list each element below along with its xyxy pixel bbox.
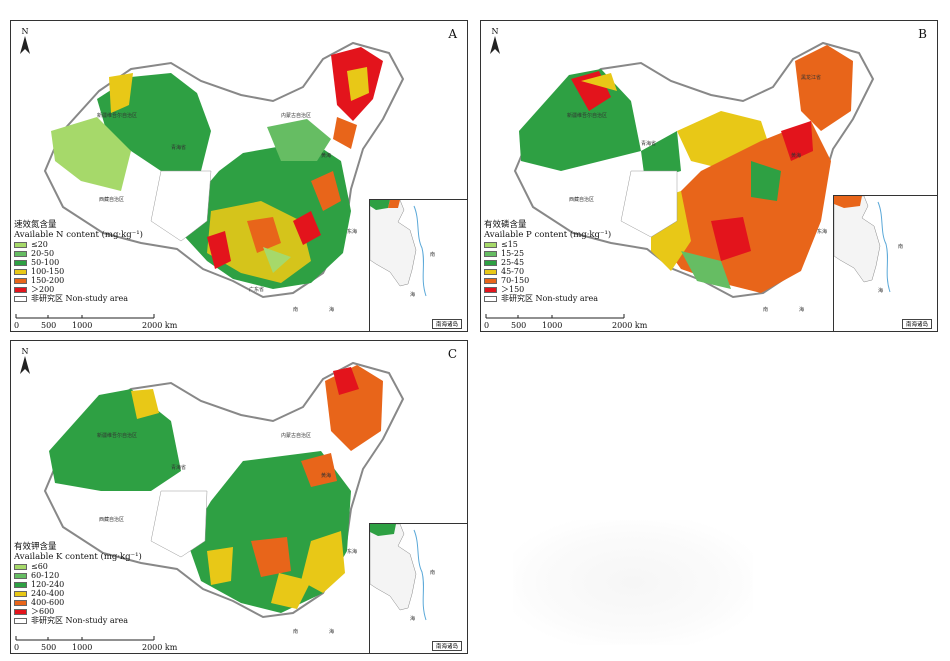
sea-label-yellow: 黄海 [321, 152, 331, 159]
legend-item: 150-200 [14, 276, 143, 285]
svg-text:青海省: 青海省 [641, 140, 656, 147]
legend-item: 非研究区 Non-study area [14, 294, 143, 303]
sea-label-south-2: 海 [329, 306, 334, 313]
map-panel-b: 新疆维吾尔自治区 青海省 西藏自治区 黑龙江省 黄海 东海 南 海 N B 有效… [480, 20, 938, 332]
legend-item: 20-50 [14, 249, 143, 258]
legend-item: ≤20 [14, 240, 143, 249]
svg-text:内蒙古自治区: 内蒙古自治区 [281, 432, 311, 439]
svg-text:海: 海 [329, 628, 334, 635]
svg-text:南: 南 [898, 243, 903, 250]
legend-item: 45-70 [484, 267, 611, 276]
svg-text:广东省: 广东省 [249, 286, 264, 293]
scale-bar: 0 500 1000 2000 km [14, 312, 184, 330]
china-map-c: 新疆维吾尔自治区 青海省 西藏自治区 内蒙古自治区 黄海 东海 南 海 [43, 361, 405, 635]
legend-a: 速效氮含量 Available N content (mg·kg⁻¹) ≤20 … [14, 221, 143, 303]
svg-text:黄海: 黄海 [791, 152, 801, 159]
inset-caption: 南海诸岛 [431, 641, 462, 651]
china-map-a: 新疆维吾尔自治区 青海省 西藏自治区 内蒙古自治区 广东省 黄海 东海 南 海 [43, 41, 405, 313]
legend-item: 120-240 [14, 580, 142, 589]
svg-text:黑龙江省: 黑龙江省 [801, 74, 821, 81]
svg-text:西藏自治区: 西藏自治区 [569, 196, 594, 203]
empty-area [513, 520, 753, 645]
legend-item: ＞600 [14, 607, 142, 616]
south-china-sea-inset: 南海 南海诸岛 [833, 195, 937, 331]
svg-text:海: 海 [799, 306, 804, 313]
svg-text:新疆维吾尔自治区: 新疆维吾尔自治区 [97, 112, 137, 119]
north-arrow-icon: N [487, 27, 503, 56]
legend-title-cn: 有效磷含量 [484, 220, 527, 230]
legend-item: ≤60 [14, 562, 142, 571]
legend-item: 25-45 [484, 258, 611, 267]
legend-item: 100-150 [14, 267, 143, 276]
china-map-b: 新疆维吾尔自治区 青海省 西藏自治区 黑龙江省 黄海 东海 南 海 [513, 41, 875, 313]
svg-text:黄海: 黄海 [321, 472, 331, 479]
svg-text:西藏自治区: 西藏自治区 [99, 516, 124, 523]
legend-title-cn: 速效氮含量 [14, 220, 57, 230]
map-panel-c: 新疆维吾尔自治区 青海省 西藏自治区 内蒙古自治区 黄海 东海 南 海 N C … [10, 340, 468, 654]
svg-text:新疆维吾尔自治区: 新疆维吾尔自治区 [567, 112, 607, 119]
svg-text:新疆维吾尔自治区: 新疆维吾尔自治区 [97, 432, 137, 439]
svg-text:海: 海 [878, 287, 883, 294]
svg-text:南: 南 [763, 306, 768, 313]
svg-text:南: 南 [430, 569, 435, 576]
panel-letter-a: A [448, 27, 457, 41]
inset-caption: 南海诸岛 [431, 319, 462, 329]
scale-bar: 0 500 1000 2000 km [484, 312, 654, 330]
sea-label-east: 东海 [347, 228, 357, 235]
legend-b: 有效磷含量 Available P content (mg·kg⁻¹) ≤15 … [484, 221, 611, 303]
svg-text:内蒙古自治区: 内蒙古自治区 [281, 112, 311, 119]
svg-text:西藏自治区: 西藏自治区 [99, 196, 124, 203]
panel-letter-b: B [918, 27, 927, 41]
svg-text:青海省: 青海省 [171, 464, 186, 471]
svg-text:东海: 东海 [817, 228, 827, 235]
legend-item: 70-150 [484, 276, 611, 285]
svg-text:青海省: 青海省 [171, 144, 186, 151]
legend-item: 400-600 [14, 598, 142, 607]
legend-title-en: Available P content (mg·kg⁻¹) [484, 229, 612, 240]
svg-text:南: 南 [430, 251, 435, 258]
legend-item: 50-100 [14, 258, 143, 267]
sea-label-south-1: 南 [293, 306, 298, 313]
south-china-sea-inset: 南海 南海诸岛 [369, 523, 467, 653]
panel-letter-c: C [447, 347, 457, 361]
inset-caption: 南海诸岛 [901, 319, 932, 329]
legend-item: 非研究区 Non-study area [14, 616, 142, 625]
legend-item: 60-120 [14, 571, 142, 580]
legend-title-en: Available N content (mg·kg⁻¹) [14, 229, 143, 240]
legend-title-cn: 有效钾含量 [14, 542, 57, 552]
svg-text:南: 南 [293, 628, 298, 635]
north-arrow-icon: N [17, 27, 33, 56]
svg-text:海: 海 [410, 291, 415, 298]
legend-title-en: Available K content (mg·kg⁻¹) [14, 551, 142, 562]
legend-item: 15-25 [484, 249, 611, 258]
legend-item: ＞200 [14, 285, 143, 294]
north-arrow-icon: N [17, 347, 33, 376]
legend-item: 240-400 [14, 589, 142, 598]
svg-text:海: 海 [410, 615, 415, 622]
south-china-sea-inset: 南海 南海诸岛 [369, 199, 467, 331]
map-panel-a: 新疆维吾尔自治区 青海省 西藏自治区 内蒙古自治区 广东省 黄海 东海 南 海 … [10, 20, 468, 332]
legend-item: ≤15 [484, 240, 611, 249]
scale-bar: 0 500 1000 2000 km [14, 634, 184, 652]
legend-item: 非研究区 Non-study area [484, 294, 611, 303]
legend-c: 有效钾含量 Available K content (mg·kg⁻¹) ≤60 … [14, 543, 142, 625]
legend-item: ＞150 [484, 285, 611, 294]
svg-text:东海: 东海 [347, 548, 357, 555]
